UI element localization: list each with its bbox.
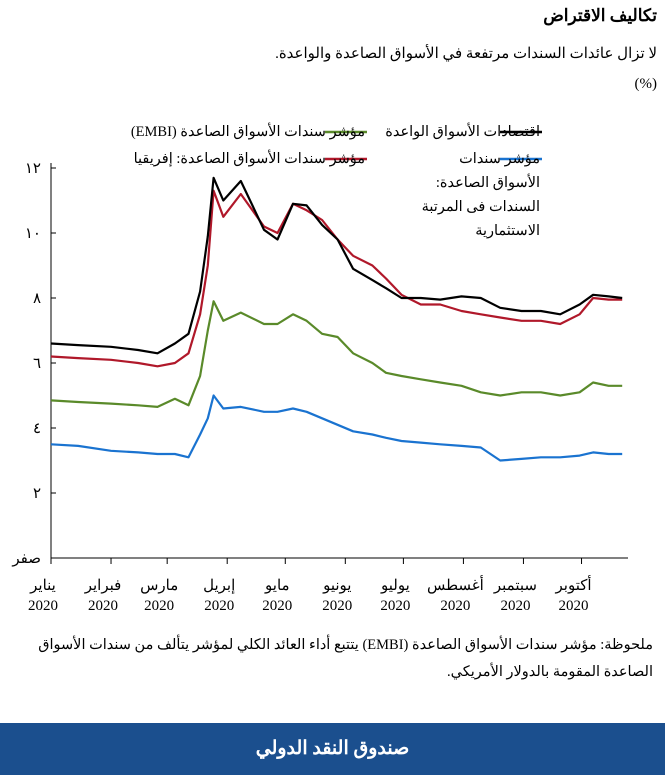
x-tick-label: يونيو [322,578,351,594]
x-tick-label: 2020 [88,598,118,614]
legend-item-frontier: اقتصادات الأسواق الواعدة [385,120,540,144]
y-tick-label: ٢ [33,486,41,502]
x-tick-label: 2020 [500,598,530,614]
x-tick-label: مايو [264,578,290,594]
legend-label: مؤشر سندات الأسواق الصاعدة (EMBI) [130,124,365,140]
y-tick-label: ٤ [33,421,41,437]
y-tick-label: ٨ [33,291,41,307]
legend-label: مؤشر سندات الأسواق الصاعدة: السندات فى ا… [421,151,540,239]
x-tick-label: أغسطس [427,575,484,594]
legend-label: اقتصادات الأسواق الواعدة [385,124,540,140]
footer-banner: صندوق النقد الدولي [0,723,665,775]
x-tick-label: 2020 [559,598,589,614]
x-tick-label: 2020 [440,598,470,614]
series-line-2 [50,300,623,408]
x-tick-label: 2020 [144,598,174,614]
x-tick-label: أكتوبر [555,575,592,594]
chart-note: ملحوظة: مؤشر سندات الأسواق الصاعدة (EMBI… [38,637,653,680]
x-tick-label: سبتمبر [493,578,537,594]
legend-item-embi: مؤشر سندات الأسواق الصاعدة (EMBI) [131,120,365,144]
x-tick-label: 2020 [380,598,410,614]
y-tick-label: ١٢ [25,161,41,177]
line-chart: صفر ٢ ٤ ٦ ٨ ١٠ ١٢ يناير 2020 فبراير 2020 مارس 2020 إب… [11,130,628,614]
y-tick-label: ٦ [33,356,41,372]
unit-label: (%) [634,76,658,92]
x-tick-label: 2020 [262,598,292,614]
legend-item-africa: مؤشر سندات الأسواق الصاعدة: إفريقيا [134,147,365,171]
x-tick-label: يوليو [380,578,410,594]
x-tick-label: إبريل [203,578,235,594]
y-tick-label: ١٠ [25,226,41,242]
x-tick-label: فبراير [84,578,122,594]
legend-item-investment-grade: مؤشر سندات الأسواق الصاعدة: السندات فى ا… [410,147,540,243]
x-tick-label: 2020 [204,598,234,614]
y-tick-label: صفر [11,551,41,567]
x-tick-label: 2020 [322,598,352,614]
legend-label: مؤشر سندات الأسواق الصاعدة: إفريقيا [133,151,365,167]
x-tick-label: مارس [140,578,178,594]
series-line-1 [50,189,623,368]
series-line-0 [50,176,623,355]
chart-title: تكاليف الاقتراض [543,6,657,25]
series-line-3 [50,394,623,462]
x-tick-label: 2020 [28,598,58,614]
x-tick-label: يناير [29,578,56,594]
chart-subtitle: لا تزال عائدات السندات مرتفعة في الأسواق… [275,46,657,62]
